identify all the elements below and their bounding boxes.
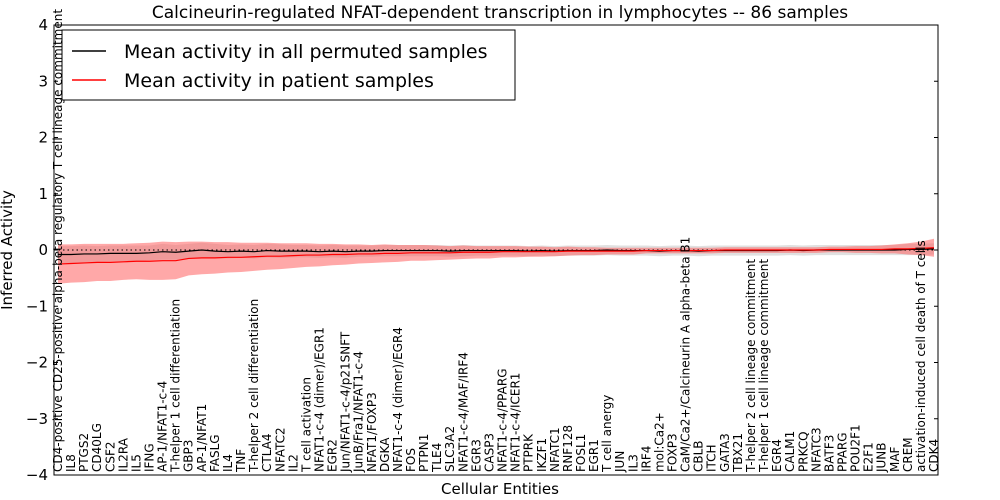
y-tick-label: −1 (26, 297, 48, 315)
x-category-label: AP-1/NFAT1-c-4 (156, 381, 170, 472)
legend-box (61, 29, 516, 101)
y-tick-label: −2 (26, 354, 48, 372)
x-category-label: CASP3 (482, 433, 496, 472)
y-tick-label: −4 (26, 466, 48, 484)
x-category-label: Jun/NFAT1-c-4/p21SNFT (339, 331, 353, 473)
x-category-label: ITCH (705, 444, 719, 472)
x-category-label: NFAT1/FOXP3 (365, 392, 379, 472)
x-category-label: IL4 (221, 454, 235, 472)
x-category-label: JunB/Fra1/NFAT1-c-4 (352, 351, 366, 473)
y-tick-label: 4 (38, 16, 48, 34)
y-tick-label: 3 (38, 72, 48, 90)
x-category-label: IL8 (64, 454, 78, 472)
y-tick-label: 0 (38, 241, 48, 259)
legend: Mean activity in all permuted samples Me… (61, 29, 516, 101)
legend-label-patient: Mean activity in patient samples (124, 70, 434, 92)
x-category-label: EGR3 (469, 439, 483, 472)
x-category-label: CTLA4 (260, 433, 274, 472)
x-axis-label: Cellular Entities (441, 480, 559, 498)
x-category-label: IL2RA (116, 437, 130, 472)
y-tick-label: 2 (38, 129, 48, 147)
x-category-label: NFAT1-c-4 (dimer)/EGR4 (391, 327, 405, 472)
x-category-label: mol:Ca2+ (652, 412, 666, 472)
x-category-label: IL3 (626, 454, 640, 472)
x-category-label: SLC3A2 (443, 426, 457, 472)
x-category-label: NFATC3 (809, 427, 823, 472)
x-category-label: PRKCQ (796, 431, 810, 472)
x-category-label: CALM1 (783, 431, 797, 472)
x-category-label: FOS (404, 448, 418, 472)
x-category-label: MAF (888, 446, 902, 472)
x-category-label: T-helper 2 cell lineage commitment (744, 259, 758, 473)
x-category-label: PTPRK (522, 433, 536, 472)
x-category-label: PTGS2 (77, 433, 91, 472)
x-category-label: NFAT1-c-4 (dimer)/EGR1 (312, 327, 326, 472)
chart-title: Calcineurin-regulated NFAT-dependent tra… (152, 3, 848, 23)
x-category-label: CD40LG (90, 423, 104, 472)
x-category-label: TBX21 (731, 433, 745, 473)
x-category-label: CREM (901, 437, 915, 472)
y-axis-label: Inferred Activity (0, 190, 16, 310)
x-category-label: NFAT1-c-4/ICER1 (509, 373, 523, 472)
x-category-label: NFAT1-c-4/PPARG (496, 368, 510, 472)
x-category-label: EGR2 (326, 439, 340, 472)
x-category-label: CD4-positive CD25-positive alpha-beta re… (51, 9, 65, 472)
x-category-label: IRF4 (639, 446, 653, 472)
x-category-label: GBP3 (182, 440, 196, 472)
x-category-label: T cell anergy (600, 395, 614, 473)
x-category-label: FOXP3 (666, 433, 680, 472)
x-category-label: T-helper 1 cell differentiation (169, 299, 183, 473)
x-category-label: NFATC2 (273, 427, 287, 472)
x-category-label: BATF3 (822, 435, 836, 472)
x-category-label: PPARG (835, 432, 849, 472)
x-category-label: FOSL1 (574, 434, 588, 472)
x-category-label: JUN (613, 451, 627, 473)
x-category-label: IFNG (143, 443, 157, 472)
x-category-label: RNF128 (561, 425, 575, 472)
x-category-label: EGR1 (587, 439, 601, 472)
x-category-label: NFATC1 (548, 427, 562, 472)
x-category-label: TLE4 (430, 443, 444, 473)
x-category-label: FASLG (208, 434, 222, 472)
legend-label-permuted: Mean activity in all permuted samples (124, 41, 487, 63)
x-category-label: EGR4 (770, 439, 784, 472)
x-category-label: T-helper 2 cell differentiation (247, 299, 261, 473)
x-category-label: CaM/Ca2+/Calcineurin A alpha-beta B1 (679, 237, 693, 472)
x-category-label: NFAT1-c-4/MAF/IRF4 (456, 352, 470, 472)
x-category-label: AP-1/NFAT1 (195, 404, 209, 472)
x-category-label: TNF (234, 449, 248, 473)
series-line-patient (57, 247, 935, 265)
x-category-label: IKZF1 (535, 438, 549, 472)
x-category-label: PTPN1 (417, 434, 431, 472)
x-category-label: T cell activation (299, 377, 313, 473)
y-tick-label: −3 (26, 410, 48, 428)
plot-area: −4 −3 −2 −1 0 1 2 3 4 CD4-positive CD25-positive … (26, 9, 941, 484)
x-category-label: DGKA (378, 437, 392, 472)
x-category-label: CBLB (692, 440, 706, 472)
x-category-label: T-helper 1 cell lineage commitment (757, 259, 771, 473)
x-category-label: E2F1 (862, 442, 876, 472)
x-category-label: IL2 (286, 454, 300, 472)
x-category-label: POU2F1 (849, 424, 863, 472)
x-category-label: GATA3 (718, 433, 732, 472)
x-category-label: IL5 (129, 454, 143, 472)
x-category-label: JUNB (875, 442, 889, 473)
y-tick-label: 1 (38, 185, 48, 203)
x-category-label: CSF2 (103, 441, 117, 472)
x-category-label: activation-induced cell death of T cells (914, 240, 928, 472)
x-category-label: CDK4 (927, 439, 941, 472)
